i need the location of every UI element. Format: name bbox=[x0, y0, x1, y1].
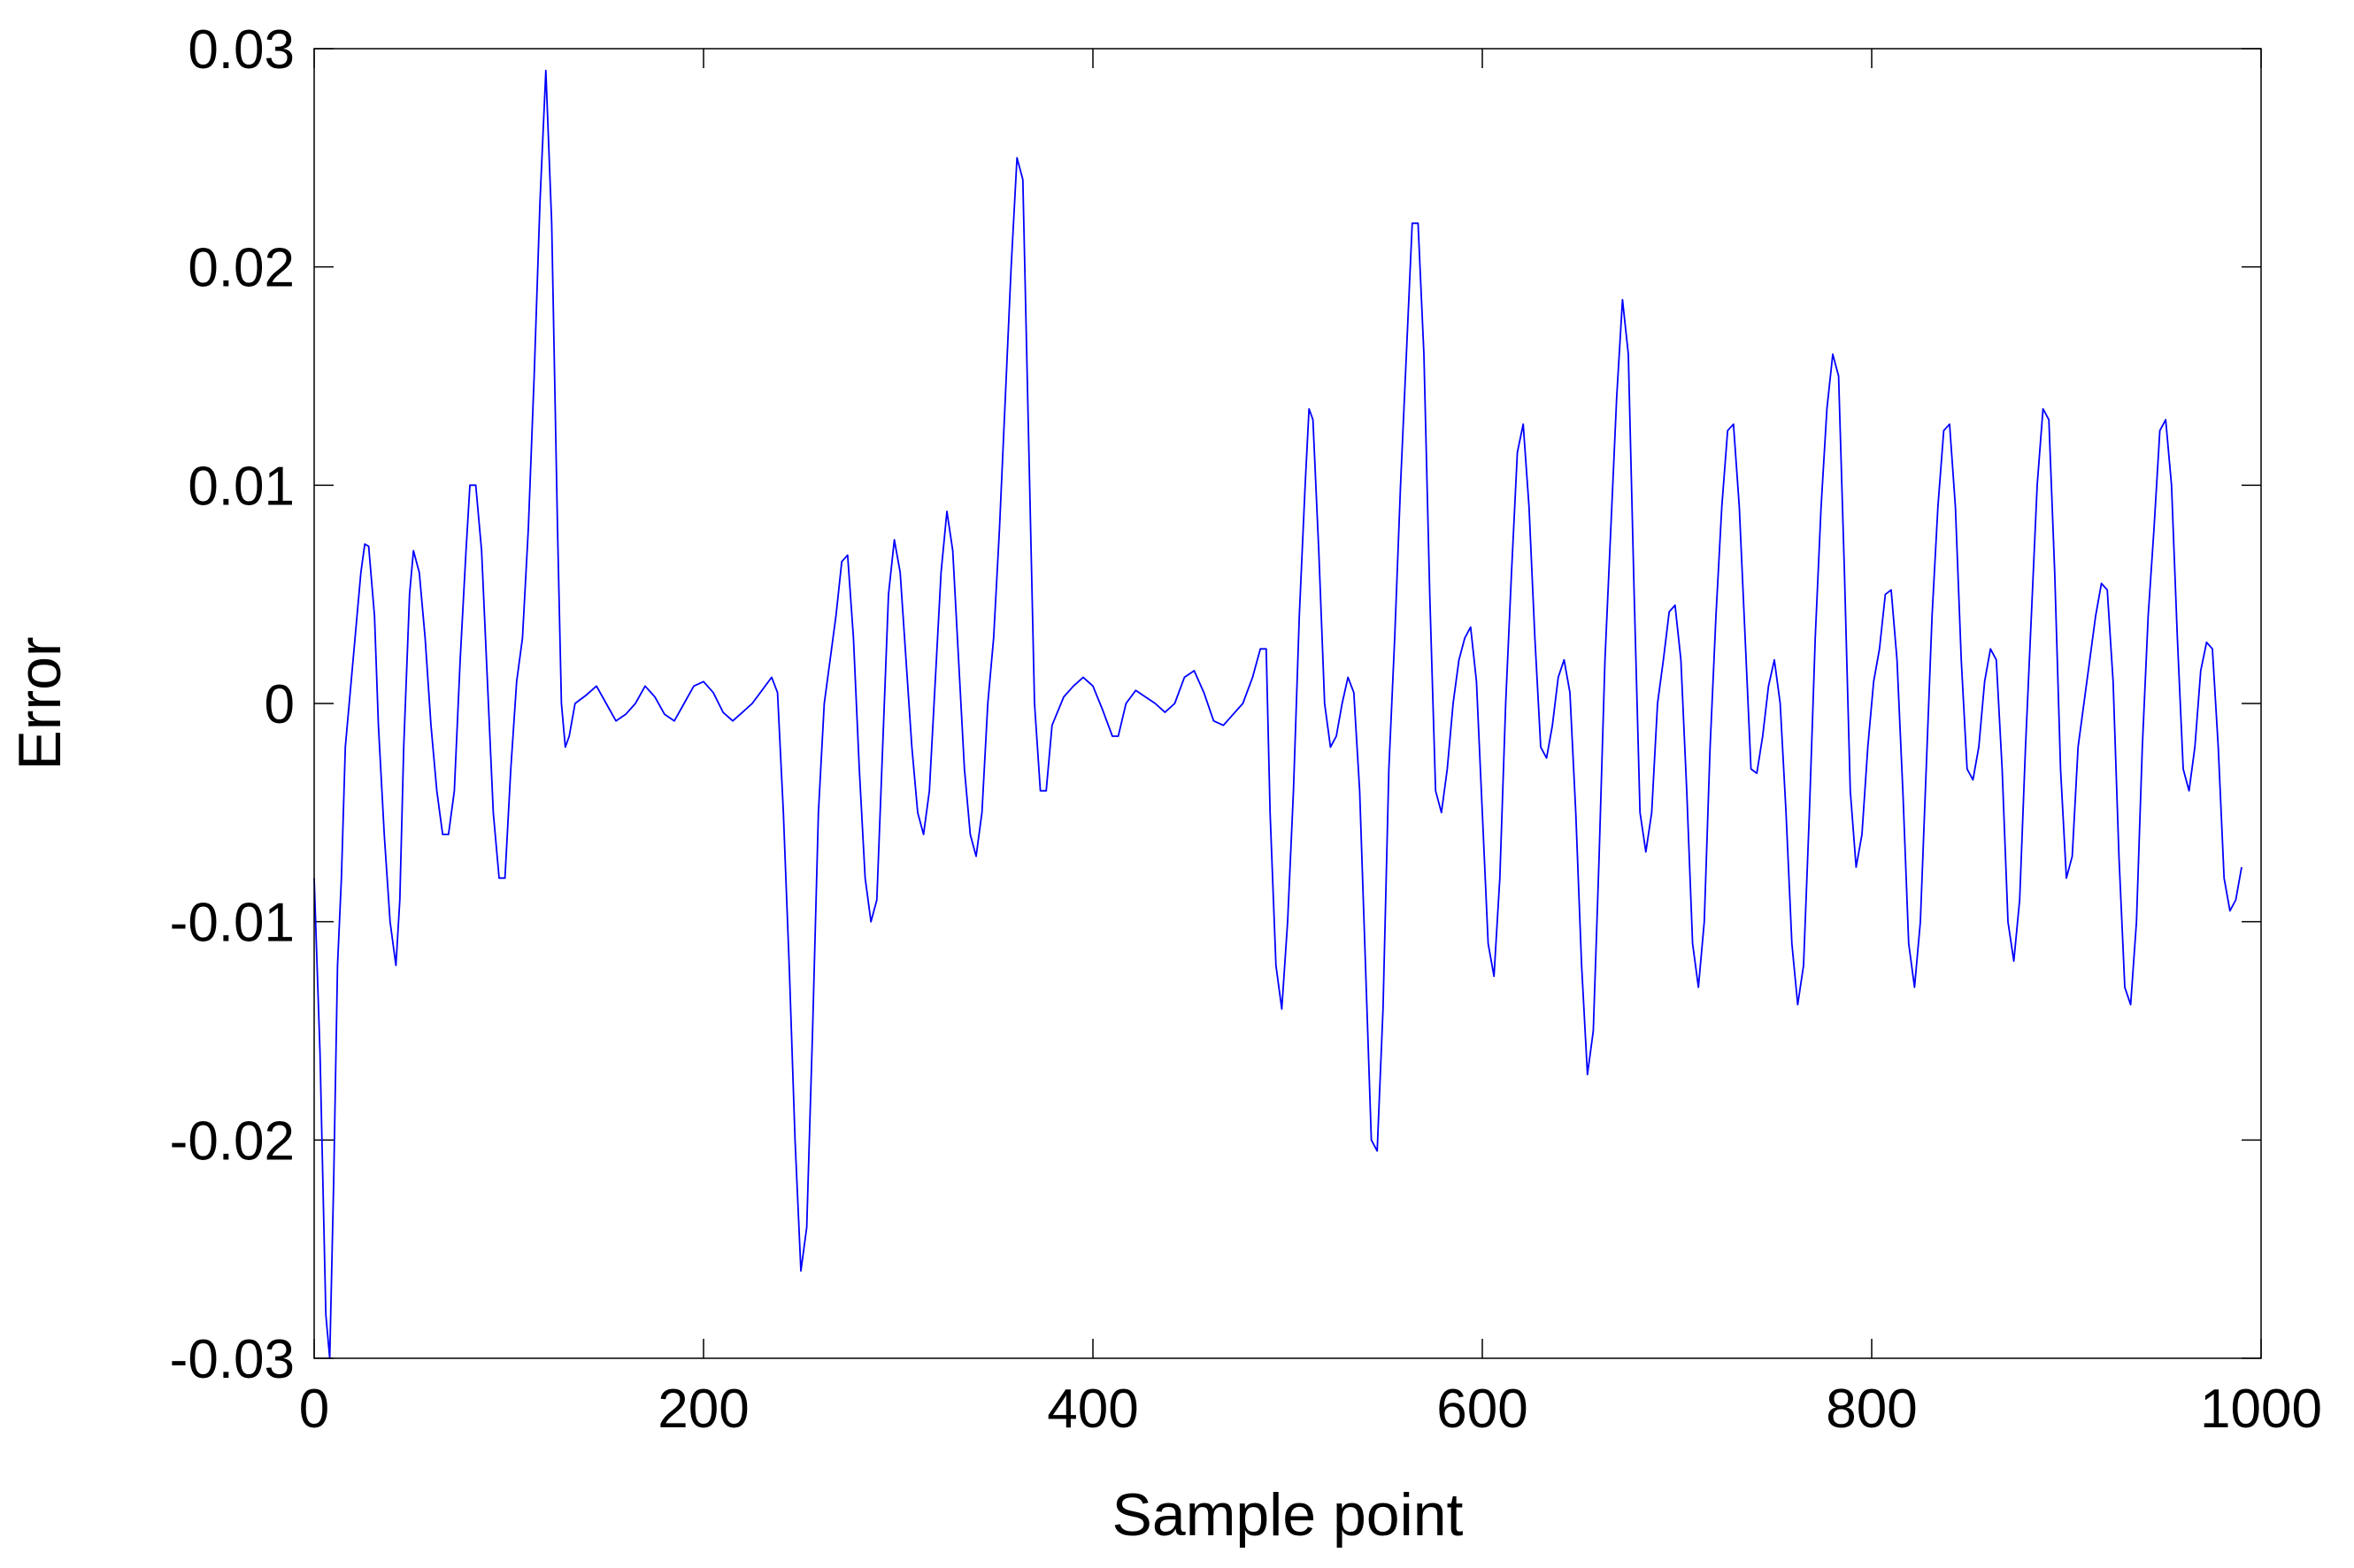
x-tick-label: 400 bbox=[1047, 1379, 1138, 1440]
y-tick-label: 0.02 bbox=[188, 238, 295, 299]
error-series-line bbox=[313, 69, 2242, 1359]
x-tick-label: 1000 bbox=[2200, 1379, 2322, 1440]
y-tick-label: 0.01 bbox=[188, 456, 295, 517]
x-tick-label: 800 bbox=[1826, 1379, 1917, 1440]
y-tick-label: -0.02 bbox=[170, 1111, 295, 1172]
plot-frame bbox=[313, 48, 2262, 1359]
plot-area bbox=[314, 49, 2261, 1358]
y-tick-label: -0.03 bbox=[170, 1329, 295, 1390]
y-tick-label: -0.01 bbox=[170, 893, 295, 954]
axis-tick-labels: 0 200 400 600 800 1000 -0.03 -0.02 -0.01 0 0.01 0.0… bbox=[170, 19, 2322, 1440]
x-tick-label: 0 bbox=[299, 1379, 329, 1440]
y-tick-label: 0.03 bbox=[188, 19, 295, 81]
x-tick-label: 600 bbox=[1436, 1379, 1527, 1440]
y-axis-label: Error bbox=[6, 636, 73, 770]
x-axis-label: Sample point bbox=[1112, 1481, 1464, 1549]
y-tick-label: 0 bbox=[265, 674, 295, 735]
x-tick-label: 200 bbox=[658, 1379, 749, 1440]
